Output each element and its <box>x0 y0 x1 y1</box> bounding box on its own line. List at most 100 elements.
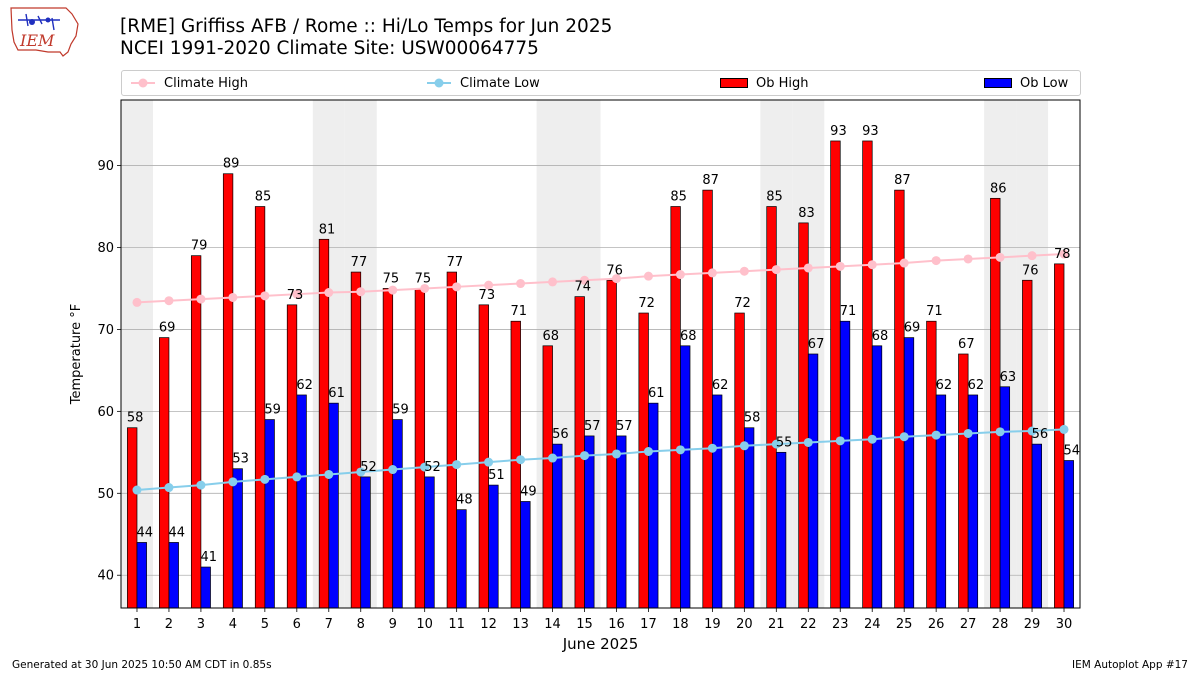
climate-high-point <box>1059 249 1069 259</box>
x-tick-label: 26 <box>928 617 945 632</box>
x-tick-label: 14 <box>544 617 561 632</box>
climate-high-point <box>164 296 174 306</box>
ob-low-bar <box>871 345 883 609</box>
x-tick-label: 23 <box>832 617 849 632</box>
x-tick-label: 5 <box>261 617 269 632</box>
ob-low-bar <box>296 394 307 609</box>
climate-low-point <box>899 432 909 442</box>
ob-high-bar <box>510 320 521 609</box>
climate-high-point <box>931 256 941 266</box>
climate-high-point <box>516 279 526 289</box>
legend-label-climate-high: Climate High <box>164 75 249 91</box>
ob-high-label: 86 <box>990 181 1007 196</box>
x-tick-label: 12 <box>480 617 497 632</box>
ob-high-bar <box>159 337 170 609</box>
climate-high-point <box>292 289 302 299</box>
climate-high-line <box>136 253 1065 304</box>
y-tick-label: 50 <box>97 487 114 502</box>
ob-high-label: 72 <box>734 296 751 311</box>
climate-low-point <box>611 449 621 459</box>
climate-low-point <box>995 427 1005 437</box>
ob-high-bar <box>414 288 426 609</box>
ob-low-bar <box>424 476 435 609</box>
y-tick-label: 60 <box>97 405 114 420</box>
ob-high-label: 67 <box>958 337 975 352</box>
climate-high-point <box>260 291 270 301</box>
ob-high-label: 73 <box>479 288 496 303</box>
ob-low-bar <box>584 435 595 609</box>
ob-high-label: 85 <box>670 190 687 205</box>
ob-low-label: 41 <box>200 550 217 565</box>
ob-low-label: 54 <box>1064 444 1081 459</box>
x-tick-label: 22 <box>800 617 817 632</box>
climate-low-point <box>867 434 877 444</box>
ob-high-bar <box>734 312 745 609</box>
ob-low-bar <box>136 542 147 609</box>
ob-low-label: 59 <box>264 403 281 418</box>
ob-high-label: 77 <box>351 255 368 270</box>
ob-low-bar <box>743 427 755 609</box>
climate-low-line <box>136 428 1065 492</box>
ob-high-label: 72 <box>638 296 655 311</box>
ob-low-bar <box>680 345 691 609</box>
ob-low-bar <box>232 468 243 609</box>
climate-low-point <box>260 474 270 484</box>
ob-low-label: 68 <box>680 329 697 344</box>
climate-low-point <box>356 467 366 477</box>
climate-low-point <box>484 457 494 467</box>
x-tick-label: 9 <box>389 617 397 632</box>
x-tick-label: 3 <box>197 617 205 632</box>
x-tick-label: 6 <box>293 617 301 632</box>
ob-low-label: 61 <box>648 386 665 401</box>
ob-high-label: 79 <box>191 239 208 254</box>
ob-low-label: 63 <box>1000 370 1017 385</box>
climate-low-point <box>1027 426 1037 436</box>
climate-high-point <box>580 275 590 285</box>
chart-subtitle: NCEI 1991-2020 Climate Site: USW00064775 <box>120 38 539 59</box>
ob-low-swatch-icon <box>984 78 1012 88</box>
legend-label-ob-low: Ob Low <box>1020 75 1069 91</box>
climate-high-point <box>452 282 462 292</box>
ob-high-label: 75 <box>383 271 400 286</box>
x-tick-label: 8 <box>357 617 365 632</box>
ob-low-label: 68 <box>872 329 889 344</box>
x-tick-label: 2 <box>165 617 173 632</box>
ob-high-bar <box>830 140 841 609</box>
climate-high-point <box>1027 251 1037 261</box>
ob-high-label: 89 <box>223 157 240 172</box>
ob-low-bar <box>488 484 499 609</box>
chart-title: [RME] Griffiss AFB / Rome :: Hi/Lo Temps… <box>120 16 613 37</box>
climate-low-point <box>292 472 302 482</box>
x-tick-label: 21 <box>768 617 785 632</box>
x-tick-label: 13 <box>512 617 529 632</box>
ob-low-label: 44 <box>168 525 185 540</box>
ob-low-bar <box>616 435 627 609</box>
x-tick-label: 15 <box>576 617 593 632</box>
climate-low-point <box>1059 424 1069 434</box>
ob-low-label: 62 <box>712 378 729 393</box>
ob-low-bar <box>1063 460 1074 609</box>
climate-high-point <box>771 265 781 275</box>
ob-high-bar <box>1022 279 1033 609</box>
x-tick-label: 11 <box>448 617 465 632</box>
ob-low-bar <box>935 394 947 609</box>
footer-app: IEM Autoplot App #17 <box>1072 659 1188 671</box>
ob-low-bar <box>200 566 211 609</box>
ob-low-label: 62 <box>296 378 313 393</box>
climate-low-point <box>516 455 526 465</box>
ob-high-label: 73 <box>287 288 304 303</box>
ob-high-label: 58 <box>127 411 144 426</box>
ob-low-label: 44 <box>137 525 154 540</box>
climate-low-point <box>739 441 749 451</box>
ob-high-label: 71 <box>926 304 943 319</box>
ob-high-label: 78 <box>1054 247 1071 262</box>
ob-high-label: 68 <box>542 329 559 344</box>
climate-low-point <box>771 439 781 449</box>
climate-high-line-icon <box>131 78 155 88</box>
y-axis-label: Temperature °F <box>69 304 84 405</box>
ob-low-bar <box>999 386 1011 609</box>
x-tick-label: 4 <box>229 617 237 632</box>
ob-low-bar <box>168 542 179 609</box>
ob-low-label: 48 <box>456 493 473 508</box>
ob-high-label: 77 <box>447 255 464 270</box>
